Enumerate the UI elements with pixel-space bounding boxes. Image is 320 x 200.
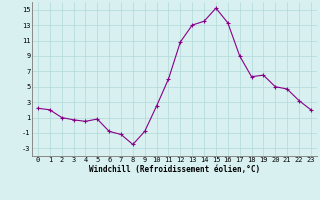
X-axis label: Windchill (Refroidissement éolien,°C): Windchill (Refroidissement éolien,°C) — [89, 165, 260, 174]
